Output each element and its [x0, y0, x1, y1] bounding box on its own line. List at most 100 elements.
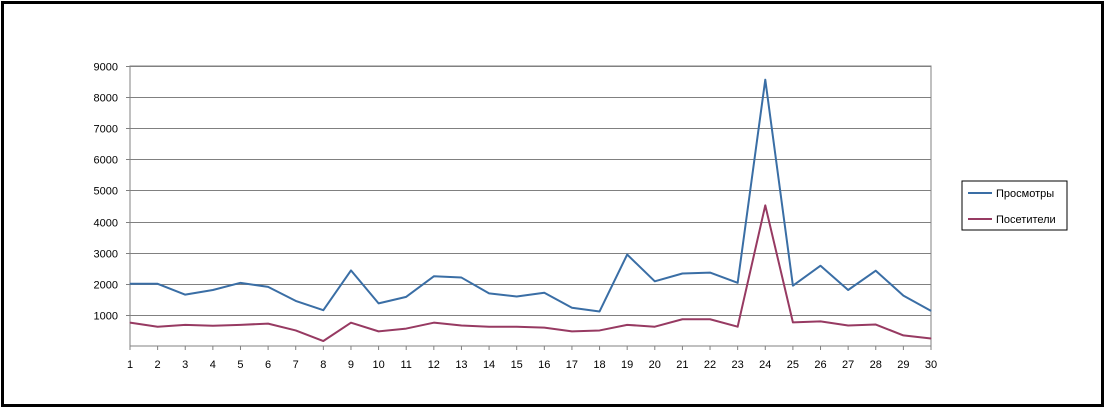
y-tick-label: 8000	[94, 93, 118, 105]
data-point	[681, 318, 683, 320]
x-tick-label: 11	[400, 359, 411, 371]
x-tick-label: 16	[538, 359, 550, 371]
data-point	[184, 294, 186, 296]
data-point	[378, 330, 380, 332]
legend-box	[961, 180, 1068, 231]
y-tick-label: 4000	[94, 218, 118, 230]
data-point	[433, 322, 435, 324]
data-point	[626, 254, 628, 256]
data-point	[488, 326, 490, 328]
y-tick-label: 5000	[94, 186, 118, 198]
data-point	[350, 269, 352, 271]
data-point	[267, 323, 269, 325]
data-point	[737, 326, 739, 328]
x-tick-label: 30	[925, 359, 937, 371]
data-point	[543, 327, 545, 329]
data-point	[820, 265, 822, 267]
x-tick-label: 19	[621, 359, 633, 371]
data-point	[792, 321, 794, 323]
x-tick-label: 25	[787, 359, 799, 371]
x-tick-label: 8	[320, 359, 326, 371]
data-point	[516, 296, 518, 298]
legend-label-1: Просмотры	[996, 188, 1054, 200]
data-point	[820, 320, 822, 322]
x-tick-label: 15	[511, 359, 523, 371]
x-tick-label: 4	[210, 359, 216, 371]
data-point	[930, 338, 932, 340]
series-layer	[129, 78, 932, 343]
data-point	[405, 296, 407, 298]
data-point	[902, 295, 904, 297]
data-point	[571, 307, 573, 309]
x-tick-label: 14	[483, 359, 495, 371]
data-point	[239, 324, 241, 326]
series-line-2	[129, 204, 932, 343]
data-point	[654, 280, 656, 282]
y-tick-label: 3000	[94, 249, 118, 261]
x-tick-label: 12	[428, 359, 440, 371]
data-point	[488, 292, 490, 294]
x-tick-label: 1	[127, 359, 133, 371]
data-point	[764, 204, 766, 206]
data-point	[875, 270, 877, 272]
y-tick-label: 2000	[94, 280, 118, 292]
data-point	[378, 302, 380, 304]
x-tick-label: 28	[870, 359, 882, 371]
data-point	[543, 292, 545, 294]
data-point	[267, 286, 269, 288]
data-point	[654, 326, 656, 328]
y-tick-label: 1000	[94, 311, 118, 323]
x-tick-label: 2	[155, 359, 161, 371]
x-tick-label: 29	[897, 359, 909, 371]
x-tick-label: 7	[293, 359, 299, 371]
data-point	[599, 310, 601, 312]
data-point	[930, 310, 932, 312]
x-tick-label: 13	[455, 359, 467, 371]
grid-layer	[129, 65, 932, 347]
data-point	[571, 330, 573, 332]
x-tick-label: 23	[732, 359, 744, 371]
data-point	[129, 322, 131, 324]
x-tick-label: 3	[182, 359, 188, 371]
data-point	[764, 79, 766, 81]
data-point	[599, 329, 601, 331]
series-line-1	[130, 78, 932, 313]
data-point	[626, 324, 628, 326]
data-point	[239, 282, 241, 284]
plot-area	[129, 65, 932, 347]
data-point	[460, 324, 462, 326]
data-point	[184, 324, 186, 326]
x-tick-label: 9	[348, 359, 354, 371]
data-point	[737, 282, 739, 284]
data-point	[129, 283, 131, 285]
data-point	[350, 322, 352, 324]
y-tick-label: 6000	[94, 155, 118, 167]
x-tick-label: 20	[649, 359, 661, 371]
data-point	[157, 326, 159, 328]
legend-label-2: Посетители	[996, 214, 1056, 226]
data-point	[709, 318, 711, 320]
data-point	[295, 329, 297, 331]
data-point	[709, 272, 711, 274]
x-tick-label: 5	[237, 359, 243, 371]
x-tick-label: 26	[814, 359, 826, 371]
y-tick-label: 9000	[94, 62, 118, 74]
data-point	[322, 309, 324, 311]
data-point	[405, 328, 407, 330]
data-point	[157, 283, 159, 285]
x-tick-label: 17	[566, 359, 578, 371]
data-point	[322, 340, 324, 342]
data-point	[516, 326, 518, 328]
data-point	[212, 325, 214, 327]
data-point	[433, 275, 435, 277]
x-tick-label: 10	[372, 359, 384, 371]
data-point	[681, 273, 683, 275]
x-tick-label: 6	[265, 359, 271, 371]
data-point	[902, 334, 904, 336]
x-tick-label: 22	[704, 359, 716, 371]
data-point	[460, 277, 462, 279]
data-point	[792, 285, 794, 287]
data-point	[295, 300, 297, 302]
